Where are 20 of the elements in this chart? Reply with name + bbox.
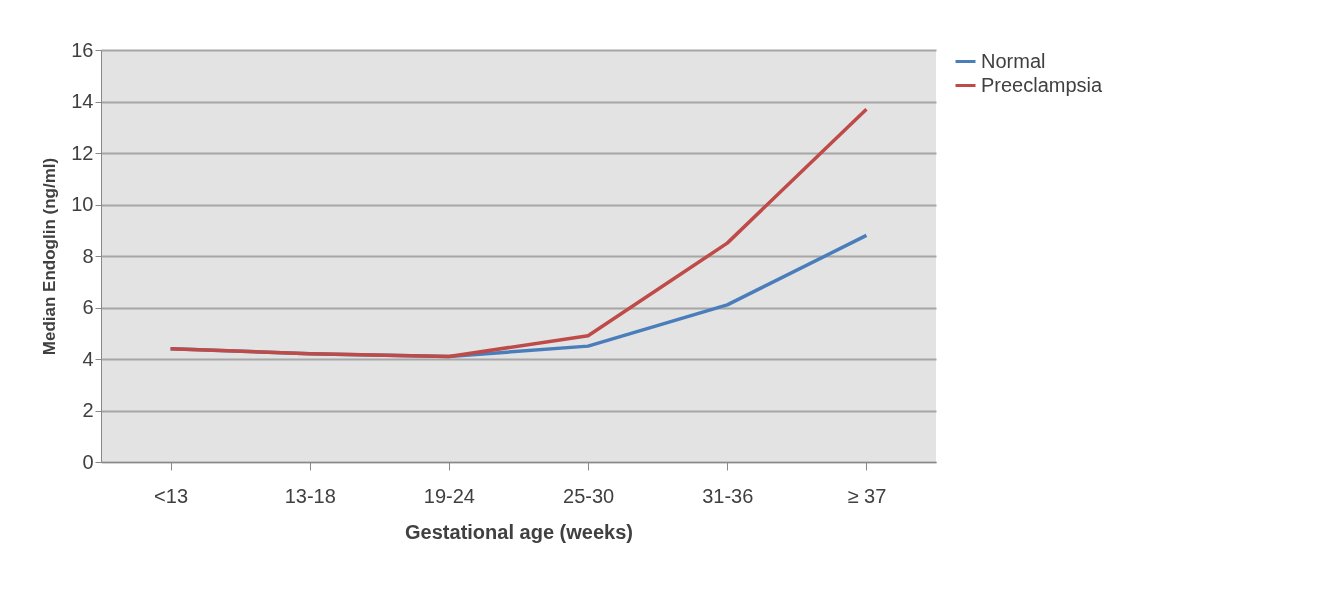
y-tick-label: 2 bbox=[82, 399, 94, 421]
x-tick-label: 13-18 bbox=[284, 484, 336, 507]
y-tick-label: 14 bbox=[71, 90, 94, 112]
legend-label: Normal bbox=[981, 49, 1046, 72]
y-tick-label: 10 bbox=[71, 193, 94, 215]
y-tick-label: 8 bbox=[82, 244, 94, 267]
y-tick-label: 4 bbox=[82, 347, 94, 370]
line-series bbox=[168, 107, 869, 359]
legend-label: Preeclampsia bbox=[981, 73, 1104, 96]
y-tick-label: 0 bbox=[82, 450, 94, 473]
x-tick-label: 31-36 bbox=[702, 484, 754, 507]
x-tick-label: ≥ 37 bbox=[847, 484, 887, 507]
y-tick-label: 16 bbox=[71, 38, 94, 61]
x-tick-label: 19-24 bbox=[423, 484, 475, 507]
y-tick-label: 6 bbox=[82, 296, 94, 318]
x-axis-title: Gestational age (weeks) bbox=[405, 520, 633, 543]
x-tick-label: 25-30 bbox=[563, 484, 615, 507]
y-axis-title: Median Endoglin (ng/ml) bbox=[40, 157, 60, 356]
x-tick-label: <13 bbox=[154, 484, 189, 507]
y-tick-label: 12 bbox=[71, 141, 94, 164]
